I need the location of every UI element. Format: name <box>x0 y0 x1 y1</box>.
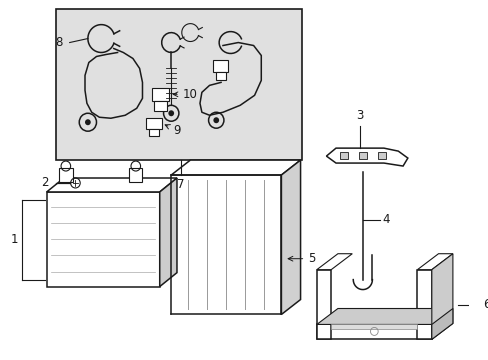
Text: 5: 5 <box>287 252 315 265</box>
Bar <box>56 9 302 160</box>
Bar <box>339 152 347 159</box>
Text: 1: 1 <box>10 233 18 246</box>
Polygon shape <box>281 160 300 315</box>
Bar <box>59 168 72 182</box>
Polygon shape <box>417 254 452 270</box>
Bar <box>216 72 225 80</box>
Polygon shape <box>160 178 177 287</box>
Bar <box>316 270 330 339</box>
Text: 10: 10 <box>173 88 197 101</box>
Text: 8: 8 <box>56 36 63 49</box>
Text: 3: 3 <box>356 109 363 122</box>
Polygon shape <box>316 309 452 324</box>
Bar <box>330 324 417 329</box>
Circle shape <box>85 119 91 125</box>
Bar <box>129 168 142 182</box>
Text: 2: 2 <box>41 176 48 189</box>
Text: 7: 7 <box>177 178 184 191</box>
Bar <box>377 152 385 159</box>
Polygon shape <box>171 160 300 175</box>
Bar <box>152 88 169 101</box>
Text: 9: 9 <box>165 124 180 137</box>
Polygon shape <box>46 178 177 192</box>
Text: 6: 6 <box>483 298 488 311</box>
Bar <box>154 101 167 111</box>
Text: 4: 4 <box>381 213 389 226</box>
Bar <box>316 324 431 339</box>
Bar <box>358 152 366 159</box>
Bar <box>46 192 160 287</box>
Polygon shape <box>431 309 452 339</box>
Circle shape <box>168 110 174 116</box>
Polygon shape <box>326 148 407 166</box>
Circle shape <box>213 117 219 123</box>
Bar <box>146 118 162 129</box>
Polygon shape <box>316 254 351 270</box>
Polygon shape <box>431 254 452 339</box>
Bar <box>417 270 431 339</box>
Bar <box>149 129 159 136</box>
Bar <box>213 60 227 72</box>
